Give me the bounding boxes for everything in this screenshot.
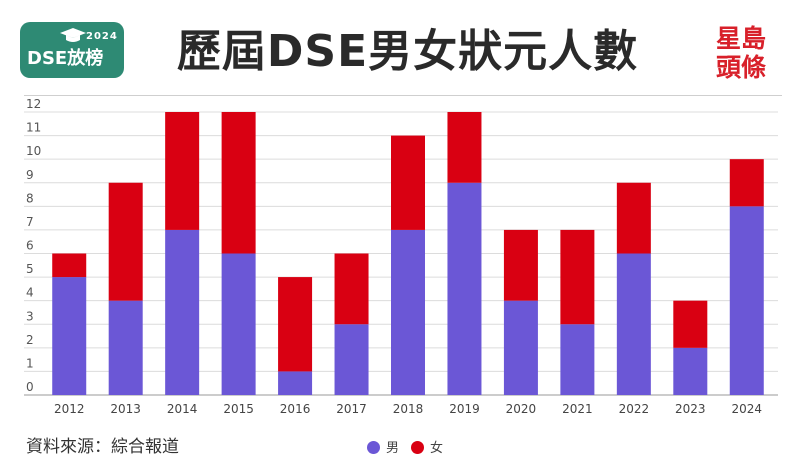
bar-male bbox=[616, 253, 651, 395]
y-tick-label: 6 bbox=[26, 239, 34, 253]
legend-item-male: 男 bbox=[367, 437, 399, 456]
brand-line-2: 頭條 bbox=[715, 53, 766, 82]
bar-female bbox=[729, 159, 764, 207]
bar-female bbox=[334, 253, 369, 325]
y-tick-label: 10 bbox=[26, 144, 41, 158]
bar-male bbox=[334, 324, 369, 395]
bar-male bbox=[729, 206, 764, 395]
y-tick-label: 12 bbox=[26, 97, 41, 111]
bar-female bbox=[560, 229, 595, 325]
bar-male bbox=[278, 371, 313, 395]
badge-year: 2024 bbox=[86, 31, 118, 42]
bar-male bbox=[560, 324, 595, 395]
y-tick-label: 4 bbox=[26, 286, 34, 300]
page-title: 歷屆DSE男女狀元人數 bbox=[176, 26, 639, 77]
bar-male bbox=[165, 229, 200, 395]
bar-female bbox=[278, 277, 313, 372]
legend-swatch-female bbox=[411, 441, 424, 454]
bar-male bbox=[52, 277, 87, 395]
y-tick-label: 1 bbox=[26, 356, 34, 370]
x-tick-label: 2014 bbox=[167, 402, 198, 416]
x-tick-label: 2021 bbox=[562, 402, 593, 416]
bar-female bbox=[391, 135, 425, 230]
y-tick-label: 2 bbox=[26, 333, 34, 347]
bar-male bbox=[221, 253, 256, 395]
x-tick-label: 2019 bbox=[449, 402, 480, 416]
bar-male bbox=[108, 300, 143, 395]
x-tick-label: 2013 bbox=[110, 402, 141, 416]
y-tick-label: 0 bbox=[26, 380, 34, 394]
bar-female bbox=[165, 112, 200, 230]
x-tick-label: 2024 bbox=[731, 402, 762, 416]
badge-label: DSE放榜 bbox=[27, 48, 104, 69]
bar-male bbox=[391, 229, 425, 395]
source-note: 資料來源：綜合報道 bbox=[26, 437, 179, 457]
header-divider bbox=[24, 95, 782, 96]
bar-female bbox=[616, 182, 651, 254]
dse-badge-logo: 2024 DSE放榜 bbox=[20, 22, 124, 78]
bar-male bbox=[447, 182, 482, 395]
x-tick-label: 2018 bbox=[393, 402, 424, 416]
y-tick-label: 9 bbox=[26, 168, 34, 182]
legend-swatch-male bbox=[367, 441, 380, 454]
bar-female bbox=[52, 253, 87, 278]
x-tick-label: 2023 bbox=[675, 402, 706, 416]
header: 2024 DSE放榜 歷屆DSE男女狀元人數 星島 頭條 bbox=[0, 0, 806, 92]
x-tick-label: 2022 bbox=[619, 402, 650, 416]
x-tick-label: 2017 bbox=[336, 402, 367, 416]
bar-female bbox=[673, 300, 708, 348]
bar-male bbox=[673, 347, 708, 395]
legend-label-male: 男 bbox=[386, 441, 400, 456]
y-tick-label: 8 bbox=[26, 191, 34, 205]
y-tick-label: 5 bbox=[26, 262, 34, 276]
x-tick-label: 2020 bbox=[506, 402, 537, 416]
y-tick-label: 7 bbox=[26, 215, 34, 229]
legend-item-female: 女 bbox=[411, 437, 443, 456]
x-tick-label: 2015 bbox=[223, 402, 254, 416]
y-tick-label: 11 bbox=[26, 121, 41, 135]
legend-label-female: 女 bbox=[430, 441, 444, 456]
bar-male bbox=[503, 300, 538, 395]
brand-line-1: 星島 bbox=[715, 24, 766, 53]
bar-female bbox=[447, 112, 482, 183]
bar-female bbox=[221, 112, 256, 254]
x-tick-label: 2016 bbox=[280, 402, 311, 416]
graduation-cap-icon bbox=[60, 28, 86, 42]
brand-logo: 星島 頭條 bbox=[710, 24, 772, 86]
x-tick-label: 2012 bbox=[54, 402, 85, 416]
bar-female bbox=[108, 182, 143, 301]
bar-female bbox=[503, 229, 538, 301]
y-tick-label: 3 bbox=[26, 309, 34, 323]
